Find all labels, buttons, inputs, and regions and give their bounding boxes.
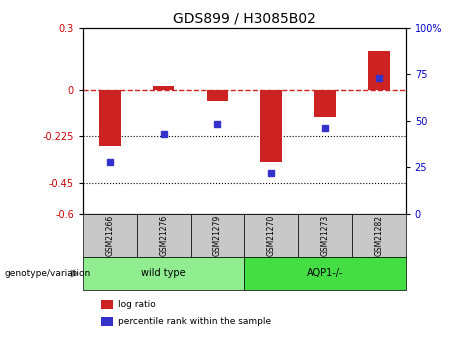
Bar	[190, 214, 244, 257]
Text: GSM21266: GSM21266	[106, 215, 114, 256]
Text: GSM21276: GSM21276	[159, 215, 168, 256]
Text: AQP1-/-: AQP1-/-	[307, 268, 343, 278]
Bar	[153, 86, 174, 90]
Text: percentile rank within the sample: percentile rank within the sample	[118, 317, 271, 326]
Bar	[352, 214, 406, 257]
Text: GSM21273: GSM21273	[320, 215, 330, 256]
Bar	[83, 214, 137, 257]
Text: GSM21282: GSM21282	[374, 215, 383, 256]
Bar	[314, 90, 336, 117]
Bar	[207, 90, 228, 101]
Text: GSM21279: GSM21279	[213, 215, 222, 256]
Bar	[244, 214, 298, 257]
Text: GSM21270: GSM21270	[267, 215, 276, 256]
Bar	[298, 214, 352, 257]
Text: wild type: wild type	[142, 268, 186, 278]
Bar	[260, 90, 282, 162]
Text: genotype/variation: genotype/variation	[5, 269, 91, 278]
Bar	[368, 51, 390, 90]
Bar	[137, 214, 190, 257]
Bar	[101, 317, 113, 326]
Bar	[101, 300, 113, 309]
Bar	[99, 90, 121, 146]
Bar	[244, 257, 406, 290]
Title: GDS899 / H3085B02: GDS899 / H3085B02	[173, 11, 316, 25]
Bar	[83, 257, 244, 290]
Text: log ratio: log ratio	[118, 300, 155, 309]
